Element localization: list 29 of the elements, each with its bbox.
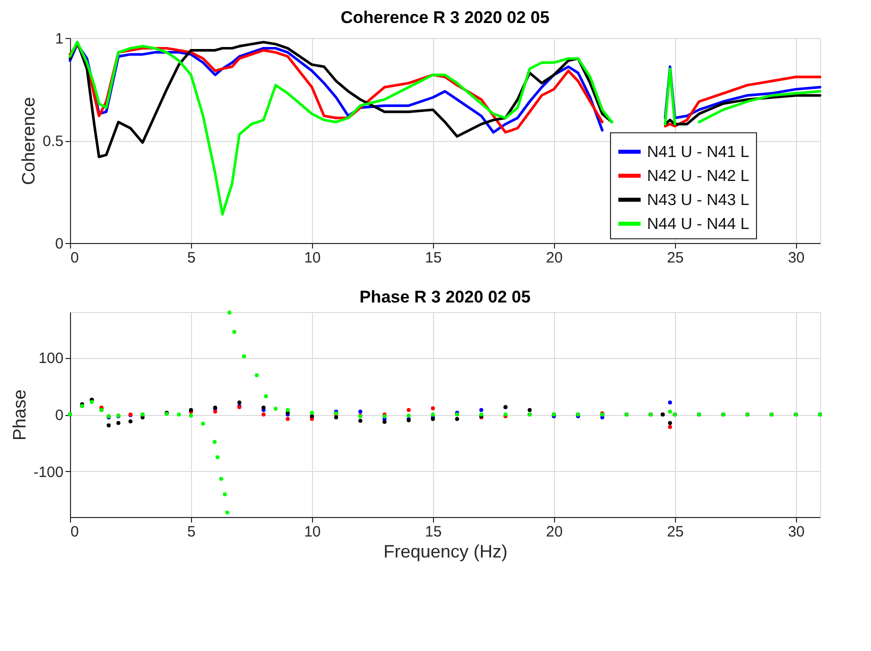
x-tick-label: 25 xyxy=(666,250,684,266)
x-tick-label: 0 xyxy=(70,250,79,266)
x-tick-label: 15 xyxy=(425,524,442,540)
y-tick-label: 0.5 xyxy=(42,133,64,150)
x-axis-title: Frequency (Hz) xyxy=(383,542,508,562)
x-tick-label: 10 xyxy=(304,250,321,266)
x-tick-label: 10 xyxy=(304,524,321,540)
x-tick-label: 5 xyxy=(187,250,196,266)
chart-title: Phase R 3 2020 02 05 xyxy=(359,288,531,307)
y-tick-label: -100 xyxy=(33,464,64,481)
y-tick-label: 100 xyxy=(38,350,64,368)
chart-title: Coherence R 3 2020 02 05 xyxy=(340,8,550,27)
x-tick-label: 20 xyxy=(546,524,563,540)
legend-label: N42 U - N42 L xyxy=(647,168,750,185)
x-tick-label: 20 xyxy=(546,250,563,266)
y-tick-label: 1 xyxy=(55,30,64,48)
legend-label: N41 U - N41 L xyxy=(647,144,750,161)
y-axis-title: Coherence xyxy=(18,96,39,186)
legend-label: N44 U - N44 L xyxy=(647,216,750,233)
x-tick-label: 5 xyxy=(187,524,196,540)
x-tick-label: 0 xyxy=(70,524,79,540)
x-tick-label: 30 xyxy=(788,250,805,266)
y-tick-label: 0 xyxy=(55,236,64,252)
y-axis-title: Phase xyxy=(9,389,30,441)
x-tick-label: 25 xyxy=(666,524,684,540)
legend-label: N43 U - N43 L xyxy=(647,192,750,209)
x-tick-label: 15 xyxy=(425,250,442,266)
y-tick-label: 0 xyxy=(55,407,64,424)
x-tick-label: 30 xyxy=(788,524,805,540)
